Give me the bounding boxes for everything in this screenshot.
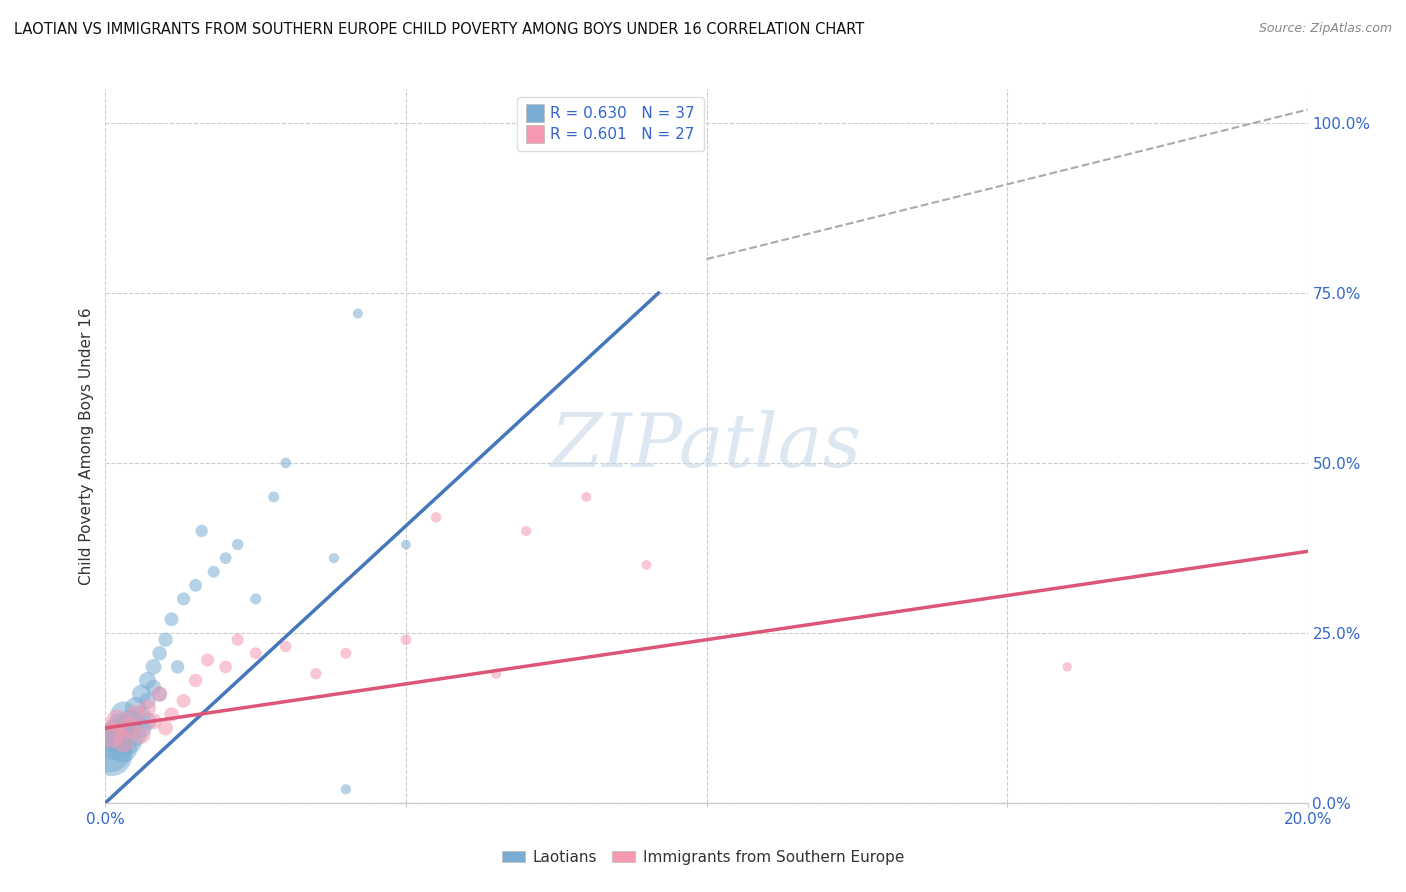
Point xyxy=(160,612,183,626)
Point xyxy=(202,565,225,579)
Point xyxy=(107,728,129,742)
Point xyxy=(136,700,159,714)
Point xyxy=(97,741,120,756)
Text: Source: ZipAtlas.com: Source: ZipAtlas.com xyxy=(1258,22,1392,36)
Point xyxy=(335,646,357,660)
Point xyxy=(636,558,658,572)
Point xyxy=(1056,660,1078,674)
Point xyxy=(148,687,170,701)
Point xyxy=(136,714,159,729)
Legend: R = 0.630   N = 37, R = 0.601   N = 27: R = 0.630 N = 37, R = 0.601 N = 27 xyxy=(516,97,704,152)
Point xyxy=(142,660,165,674)
Point xyxy=(226,632,249,647)
Point xyxy=(214,551,236,566)
Point xyxy=(214,660,236,674)
Point xyxy=(245,646,267,660)
Point xyxy=(131,728,153,742)
Point xyxy=(274,640,297,654)
Point xyxy=(184,578,207,592)
Point xyxy=(103,734,125,748)
Point xyxy=(148,646,170,660)
Point xyxy=(274,456,297,470)
Point xyxy=(263,490,285,504)
Point xyxy=(155,632,177,647)
Point xyxy=(173,591,195,606)
Point xyxy=(575,490,598,504)
Point xyxy=(184,673,207,688)
Point xyxy=(100,748,122,763)
Point xyxy=(395,632,418,647)
Point xyxy=(142,714,165,729)
Point xyxy=(110,721,132,735)
Point xyxy=(226,537,249,551)
Point xyxy=(118,714,141,729)
Point xyxy=(335,782,357,797)
Point xyxy=(166,660,188,674)
Point xyxy=(107,714,129,729)
Point xyxy=(142,680,165,694)
Point xyxy=(112,707,135,722)
Point xyxy=(118,734,141,748)
Point xyxy=(160,707,183,722)
Point xyxy=(131,707,153,722)
Point xyxy=(190,524,212,538)
Legend: Laotians, Immigrants from Southern Europe: Laotians, Immigrants from Southern Europ… xyxy=(496,844,910,871)
Point xyxy=(124,707,146,722)
Point xyxy=(131,721,153,735)
Point xyxy=(112,741,135,756)
Point xyxy=(305,666,328,681)
Point xyxy=(347,306,370,320)
Point xyxy=(155,721,177,735)
Point xyxy=(124,728,146,742)
Point xyxy=(173,694,195,708)
Point xyxy=(395,537,418,551)
Text: ZIPatlas: ZIPatlas xyxy=(551,409,862,483)
Y-axis label: Child Poverty Among Boys Under 16: Child Poverty Among Boys Under 16 xyxy=(79,307,94,585)
Point xyxy=(100,728,122,742)
Point xyxy=(136,673,159,688)
Point xyxy=(485,666,508,681)
Point xyxy=(148,687,170,701)
Point xyxy=(425,510,447,524)
Point xyxy=(245,591,267,606)
Point xyxy=(112,734,135,748)
Point xyxy=(197,653,219,667)
Point xyxy=(124,700,146,714)
Point xyxy=(136,694,159,708)
Point xyxy=(118,721,141,735)
Point xyxy=(322,551,344,566)
Point xyxy=(515,524,537,538)
Text: LAOTIAN VS IMMIGRANTS FROM SOUTHERN EUROPE CHILD POVERTY AMONG BOYS UNDER 16 COR: LAOTIAN VS IMMIGRANTS FROM SOUTHERN EURO… xyxy=(14,22,865,37)
Point xyxy=(131,687,153,701)
